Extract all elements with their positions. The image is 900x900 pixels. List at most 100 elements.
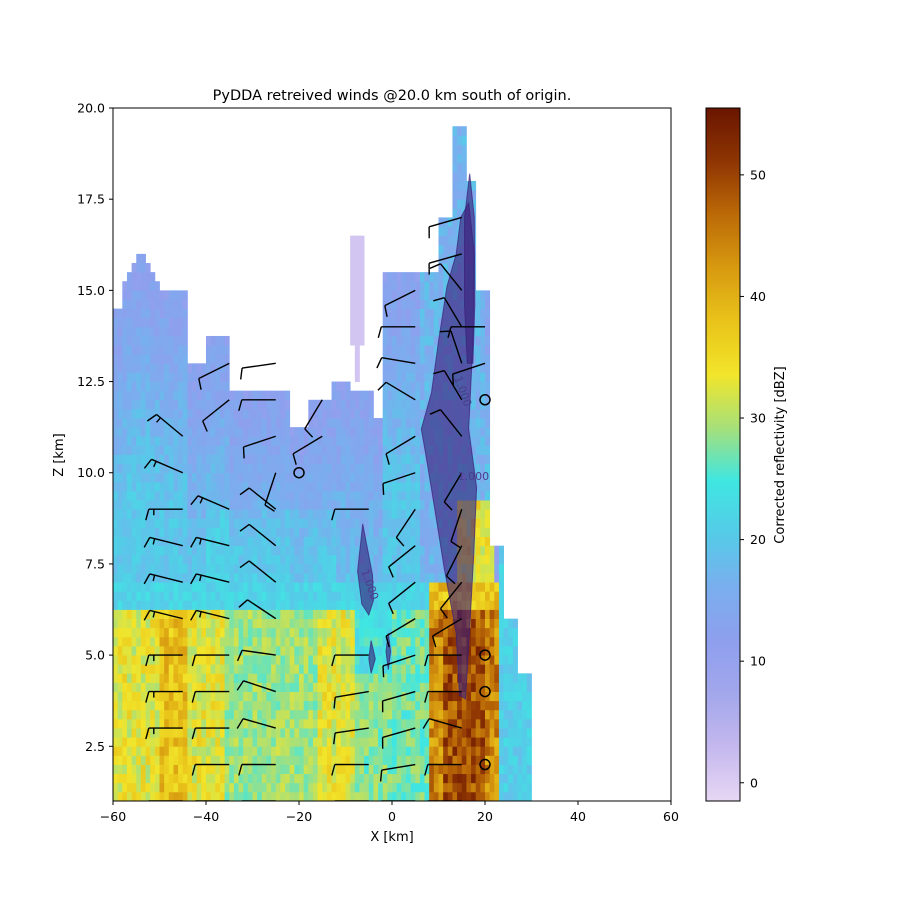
heatmap-cell: [340, 682, 346, 692]
heatmap-cell: [126, 700, 132, 711]
heatmap-cell: [475, 363, 481, 373]
heatmap-cell: [419, 627, 425, 638]
heatmap-cell: [238, 755, 244, 765]
heatmap-cell: [294, 773, 300, 784]
heatmap-cell: [392, 746, 398, 756]
heatmap-cell: [457, 171, 463, 182]
heatmap-cell: [336, 618, 342, 629]
heatmap-cell: [117, 782, 123, 793]
heatmap-cell: [126, 782, 132, 793]
heatmap-cell: [485, 554, 491, 565]
heatmap-cell: [522, 700, 528, 711]
heatmap-cell: [131, 545, 137, 556]
heatmap-cell: [480, 554, 486, 565]
heatmap-cell: [326, 791, 332, 801]
heatmap-cell: [415, 445, 421, 455]
heatmap-cell: [485, 728, 491, 738]
heatmap-cell: [243, 700, 249, 711]
heatmap-cell: [285, 655, 291, 665]
heatmap-cell: [457, 709, 463, 720]
heatmap-cell: [517, 755, 523, 765]
heatmap-cell: [113, 573, 119, 583]
heatmap-cell: [117, 691, 123, 702]
heatmap-cell: [219, 773, 225, 784]
heatmap-cell: [438, 746, 444, 756]
heatmap-cell: [419, 436, 425, 446]
heatmap-cell: [359, 746, 365, 756]
barb-flag: [190, 573, 197, 585]
heatmap-cell: [429, 773, 435, 784]
heatmap-cell: [447, 782, 453, 793]
heatmap-cell: [164, 317, 170, 328]
heatmap-cell: [215, 755, 221, 765]
heatmap-cell: [229, 655, 235, 665]
heatmap-cell: [243, 527, 249, 537]
heatmap-cell: [471, 627, 477, 638]
heatmap-cell: [164, 518, 170, 528]
heatmap-cell: [126, 527, 132, 537]
heatmap-cell: [387, 636, 393, 647]
heatmap-cell: [122, 418, 128, 428]
heatmap-cell: [475, 728, 481, 738]
heatmap-cell: [317, 527, 323, 537]
heatmap-cell: [117, 737, 123, 747]
heatmap-cell: [322, 700, 328, 711]
heatmap-cell: [168, 627, 174, 638]
heatmap-cell: [126, 418, 132, 428]
heatmap-cell: [471, 691, 477, 702]
heatmap-cell: [424, 573, 430, 583]
heatmap-cell: [140, 563, 146, 574]
heatmap-cell: [475, 609, 481, 620]
heatmap-cell: [396, 299, 402, 310]
heatmap-cell: [299, 600, 305, 610]
heatmap-cell: [206, 782, 212, 793]
heatmap-cell: [266, 728, 272, 738]
heatmap-cell: [168, 682, 174, 692]
heatmap-cell: [168, 509, 174, 519]
heatmap-cell: [312, 664, 318, 674]
heatmap-cell: [299, 737, 305, 747]
heatmap-cell: [364, 636, 370, 647]
x-tick-label: 40: [570, 809, 586, 824]
heatmap-cell: [303, 636, 309, 647]
heatmap-cell: [145, 408, 151, 419]
heatmap-cell: [308, 755, 314, 765]
heatmap-cell: [382, 691, 388, 702]
heatmap-cell: [401, 746, 407, 756]
heatmap-cell: [243, 390, 249, 401]
heatmap-cell: [368, 399, 374, 410]
heatmap-cell: [219, 664, 225, 674]
heatmap-cell: [378, 682, 384, 692]
heatmap-cell: [368, 418, 374, 428]
heatmap-cell: [192, 600, 198, 610]
heatmap-cell: [168, 436, 174, 446]
heatmap-cell: [206, 728, 212, 738]
heatmap-cell: [299, 709, 305, 720]
heatmap-cell: [122, 299, 128, 310]
heatmap-cell: [382, 673, 388, 683]
heatmap-cell: [405, 518, 411, 528]
heatmap-cell: [317, 764, 323, 775]
heatmap-cell: [396, 308, 402, 319]
heatmap-cell: [285, 636, 291, 647]
heatmap-cell: [303, 445, 309, 455]
heatmap-cell: [429, 709, 435, 720]
heatmap-cell: [243, 427, 249, 437]
heatmap-cell: [387, 308, 393, 319]
heatmap-cell: [229, 472, 235, 483]
heatmap-cell: [196, 782, 202, 793]
heatmap-cell: [275, 764, 281, 775]
heatmap-cell: [392, 655, 398, 665]
heatmap-cell: [131, 354, 137, 364]
heatmap-cell: [187, 636, 193, 647]
heatmap-cell: [178, 290, 184, 300]
heatmap-cell: [224, 527, 230, 537]
heatmap-cell: [438, 591, 444, 601]
heatmap-cell: [401, 472, 407, 483]
heatmap-cell: [299, 500, 305, 510]
heatmap-cell: [122, 399, 128, 410]
heatmap-cell: [117, 609, 123, 620]
heatmap-cell: [136, 582, 142, 592]
heatmap-cell: [354, 600, 360, 610]
heatmap-cell: [489, 718, 495, 729]
